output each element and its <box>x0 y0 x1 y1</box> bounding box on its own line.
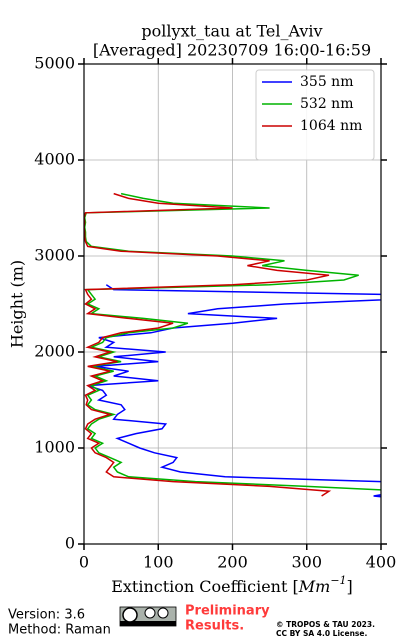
x-tick-label: 400 <box>366 553 397 572</box>
plot-frame <box>83 63 382 545</box>
legend-box <box>255 69 375 161</box>
copyright: © TROPOS & TAU 2023. <box>276 620 375 629</box>
lines <box>84 192 381 498</box>
x-tick-label: 200 <box>217 553 248 572</box>
legend: 355 nm 532 nm 1064 nm <box>255 69 375 161</box>
chart-subtitle: [Averaged] 20230709 16:00-16:59 <box>93 41 371 60</box>
y-axis-label: Height (m) <box>8 260 27 348</box>
y-tick-label: 2000 <box>34 342 75 361</box>
x-label-exponent: −1 <box>330 574 346 587</box>
y-tick-label: 4000 <box>34 150 75 169</box>
footer: Version: 3.6 Method: Raman Preliminary R… <box>8 604 375 639</box>
x-label-unit: Mm <box>298 577 331 596</box>
y-tick-label: 1000 <box>34 438 75 457</box>
y-tick-label: 5000 <box>34 54 75 73</box>
cc-logo <box>119 606 177 627</box>
preliminary: Preliminary <box>185 604 270 619</box>
version: Version: 3.6 <box>8 608 85 623</box>
x-tick-label: 300 <box>291 553 322 572</box>
x-axis-label: Extinction Coefficient [Mm−1] <box>111 574 353 596</box>
license: CC BY SA 4.0 License. <box>276 629 367 638</box>
profile-line <box>84 192 381 491</box>
x-label-close: ] <box>347 577 353 596</box>
x-tick-label: 100 <box>143 553 174 572</box>
x-tick-label: 0 <box>79 553 89 572</box>
method: Method: Raman <box>8 623 111 638</box>
legend-label: 1064 nm <box>300 118 362 134</box>
legend-label: 532 nm <box>300 96 353 112</box>
profile-line <box>84 192 332 497</box>
legend-label: 355 nm <box>300 74 353 90</box>
chart-title: pollyxt_tau at Tel_Aviv <box>141 22 322 41</box>
preliminary-results: Results. <box>185 619 244 634</box>
y-tick-label: 0 <box>65 534 75 553</box>
y-tick-label: 3000 <box>34 246 75 265</box>
x-label-text: Extinction Coefficient [ <box>111 577 299 596</box>
profile-line <box>87 284 381 498</box>
